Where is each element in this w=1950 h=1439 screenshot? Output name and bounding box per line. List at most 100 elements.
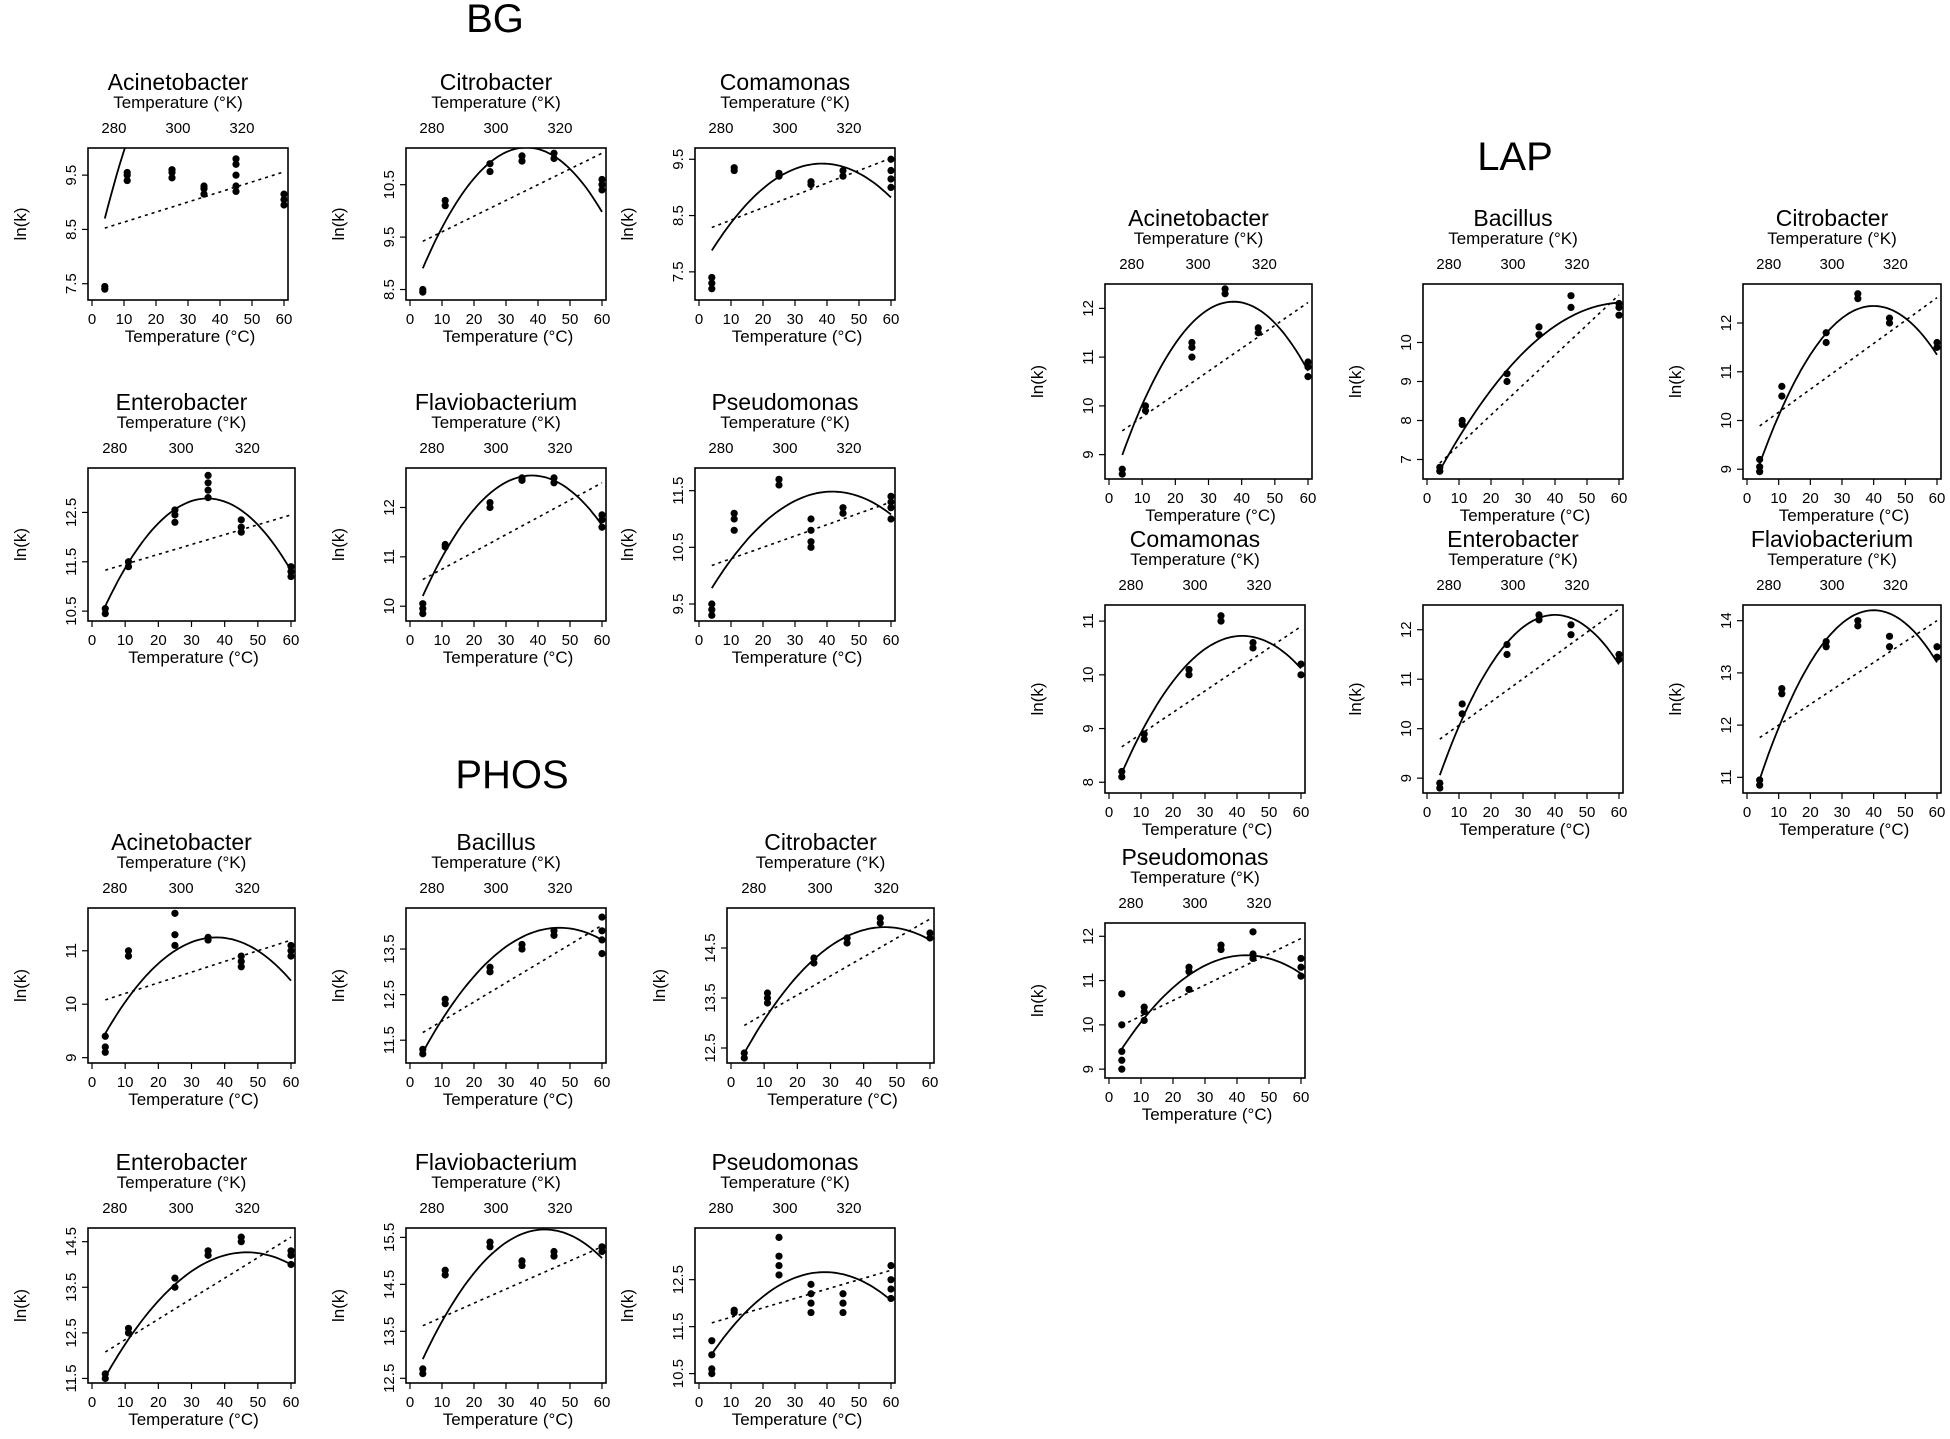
x-tick-label: 0	[695, 1394, 703, 1411]
y-tick-label: 15.5	[381, 1223, 398, 1252]
data-point	[1140, 1003, 1148, 1011]
x-tick-label: 20	[755, 311, 772, 328]
plot-frame	[694, 1227, 896, 1384]
x-axis-label: Temperature (°C)	[1779, 820, 1910, 839]
y-axis-label: ln(k)	[11, 1289, 30, 1322]
x-tick-label: 50	[562, 1394, 579, 1411]
linear-fit-line	[422, 482, 603, 581]
x-tick-label: 10	[1451, 490, 1468, 507]
x-tick-label: 0	[1743, 490, 1751, 507]
y-tick-label: 8.5	[670, 205, 687, 226]
data-point	[775, 1252, 783, 1260]
data-point	[237, 1233, 245, 1241]
x-tick-label: 40	[1229, 1089, 1246, 1106]
data-point	[730, 509, 738, 517]
x-tick-label: 40	[1547, 804, 1564, 821]
y-tick-label: 12	[381, 499, 398, 516]
plot-area	[419, 1228, 606, 1378]
panel-title: Bacillus	[456, 829, 535, 855]
data-point	[1756, 463, 1764, 471]
y-axis-label: ln(k)	[618, 1289, 637, 1322]
data-point	[1140, 1016, 1148, 1025]
data-point	[708, 279, 716, 287]
x-tick-label: 0	[695, 632, 703, 649]
x-tick-label: 40	[1865, 490, 1882, 507]
data-point	[730, 526, 738, 534]
data-point	[287, 563, 295, 571]
x-tick-label: 30	[822, 1074, 839, 1091]
data-point	[807, 543, 815, 551]
y-tick-label: 10	[1398, 334, 1415, 351]
x-tick-label: 20	[789, 1074, 806, 1091]
data-point	[1140, 730, 1148, 738]
data-point	[1185, 985, 1193, 994]
x-top-tick-label: 300	[165, 120, 190, 137]
panel-title: Comamonas	[1130, 526, 1260, 552]
x-axis-label: Temperature (°C)	[1779, 506, 1910, 525]
data-point	[1458, 700, 1466, 708]
data-point	[237, 952, 245, 960]
data-point	[887, 1261, 895, 1270]
x-tick-label: 50	[1897, 490, 1914, 507]
data-point	[598, 516, 606, 524]
x-top-tick-label: 280	[708, 1200, 733, 1217]
quadratic-fit-line	[421, 1228, 603, 1360]
y-tick-label: 9	[1080, 724, 1097, 732]
x-top-tick-label: 280	[741, 880, 766, 897]
data-point	[887, 166, 895, 175]
data-point	[1297, 963, 1305, 971]
x-tick-label: 40	[530, 1074, 547, 1091]
y-axis-label: ln(k)	[1028, 365, 1047, 398]
data-point	[763, 999, 772, 1007]
x-tick-label: 40	[855, 1074, 872, 1091]
y-tick-label: 9	[1080, 1065, 1097, 1073]
data-point	[887, 492, 895, 500]
x-tick-label: 40	[530, 1394, 547, 1411]
data-point	[887, 1294, 895, 1303]
data-point	[441, 202, 449, 210]
x-axis-label: Temperature (°C)	[732, 648, 863, 667]
quadratic-fit-line	[1439, 301, 1620, 471]
y-tick-label: 10.5	[63, 597, 80, 626]
x-top-tick-label: 320	[547, 440, 572, 457]
x-top-tick-label: 300	[1182, 895, 1207, 912]
data-point	[1217, 612, 1225, 620]
linear-fit-line	[104, 1236, 292, 1353]
data-point	[598, 523, 606, 531]
data-point	[518, 157, 526, 165]
quadratic-fit-line	[1758, 609, 1938, 780]
y-tick-label: 11	[1080, 613, 1097, 629]
x-tick-label: 0	[406, 1394, 414, 1411]
x-top-tick-label: 320	[229, 120, 254, 137]
x-tick-label: 50	[1579, 490, 1596, 507]
y-tick-label: 10	[1080, 666, 1097, 683]
x-top-tick-label: 280	[419, 1200, 444, 1217]
y-tick-label: 13.5	[702, 983, 719, 1012]
y-axis-label: ln(k)	[329, 528, 348, 561]
data-point	[1188, 353, 1196, 361]
data-point	[1535, 323, 1543, 331]
data-point	[287, 568, 295, 576]
data-point	[1567, 303, 1575, 311]
x-tick-label: 10	[116, 311, 133, 328]
y-tick-label: 10.5	[381, 170, 398, 199]
y-axis-label: ln(k)	[1666, 365, 1685, 398]
data-point	[171, 506, 179, 514]
plot-area	[419, 913, 606, 1058]
x-tick-label: 20	[755, 1394, 772, 1411]
data-point	[232, 160, 240, 168]
linear-fit-line	[422, 924, 603, 1034]
data-point	[237, 516, 245, 524]
x-tick-label: 30	[1197, 804, 1214, 821]
x-tick-label: 0	[1423, 804, 1431, 821]
data-point	[287, 1260, 295, 1269]
data-point	[810, 954, 818, 962]
y-tick-label: 11	[1080, 349, 1097, 365]
x-tick-label: 40	[212, 311, 229, 328]
data-point	[708, 1351, 716, 1359]
data-point	[1188, 338, 1196, 347]
